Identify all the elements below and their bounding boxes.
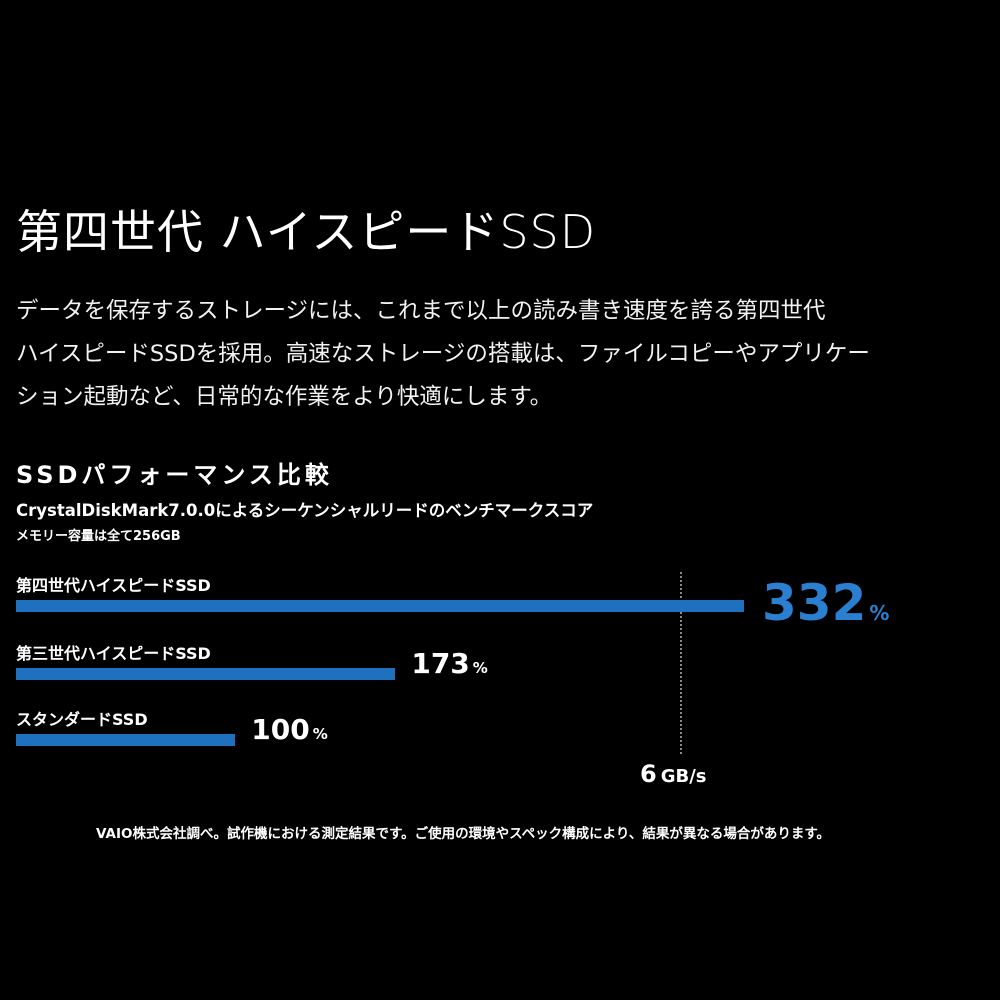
description-line: ション起動など、日常的な作業をより快適にします。 <box>16 384 553 410</box>
description-line: ハイスピードSSDを採用。高速なストレージの搭載は、ファイルコピーやアプリケー <box>16 341 870 367</box>
chart-subtitle: CrystalDiskMark7.0.0によるシーケンシャルリードのベンチマーク… <box>16 501 594 520</box>
reference-value: 6 <box>640 760 657 788</box>
bar-label-gen3: 第三世代ハイスピードSSD <box>16 644 211 663</box>
chart-title: SSDパフォーマンス比較 <box>16 461 333 489</box>
bar-value-standard: 100% <box>251 716 327 744</box>
reference-label: 6 GB/s <box>640 760 707 788</box>
value-unit: % <box>869 601 890 625</box>
value-unit: % <box>312 725 328 743</box>
reference-line <box>680 572 682 754</box>
description: データを保存するストレージには、これまで以上の読み書き速度を誇る第四世代 ハイス… <box>16 290 988 419</box>
bar-label-standard: スタンダードSSD <box>16 710 148 729</box>
bar-gen3 <box>16 668 396 680</box>
description-line: データを保存するストレージには、これまで以上の読み書き速度を誇る第四世代 <box>16 298 826 324</box>
value-unit: % <box>472 659 488 677</box>
reference-unit: GB/s <box>660 766 707 787</box>
headline: 第四世代 ハイスピードSSD <box>16 205 597 259</box>
bar-label-gen4: 第四世代ハイスピードSSD <box>16 576 211 595</box>
bar-value-gen3: 173% <box>411 650 487 678</box>
chart-note: メモリー容量は全て256GB <box>16 529 181 544</box>
value-number: 173 <box>411 647 470 680</box>
bar-value-gen4: 332% <box>762 578 889 628</box>
value-number: 332 <box>762 574 867 632</box>
value-number: 100 <box>251 713 310 746</box>
bar-standard <box>16 734 236 746</box>
bar-gen4 <box>16 600 744 612</box>
footnote: VAIO株式会社調べ。試作機における測定結果です。ご使用の環境やスペック構成によ… <box>96 826 831 842</box>
